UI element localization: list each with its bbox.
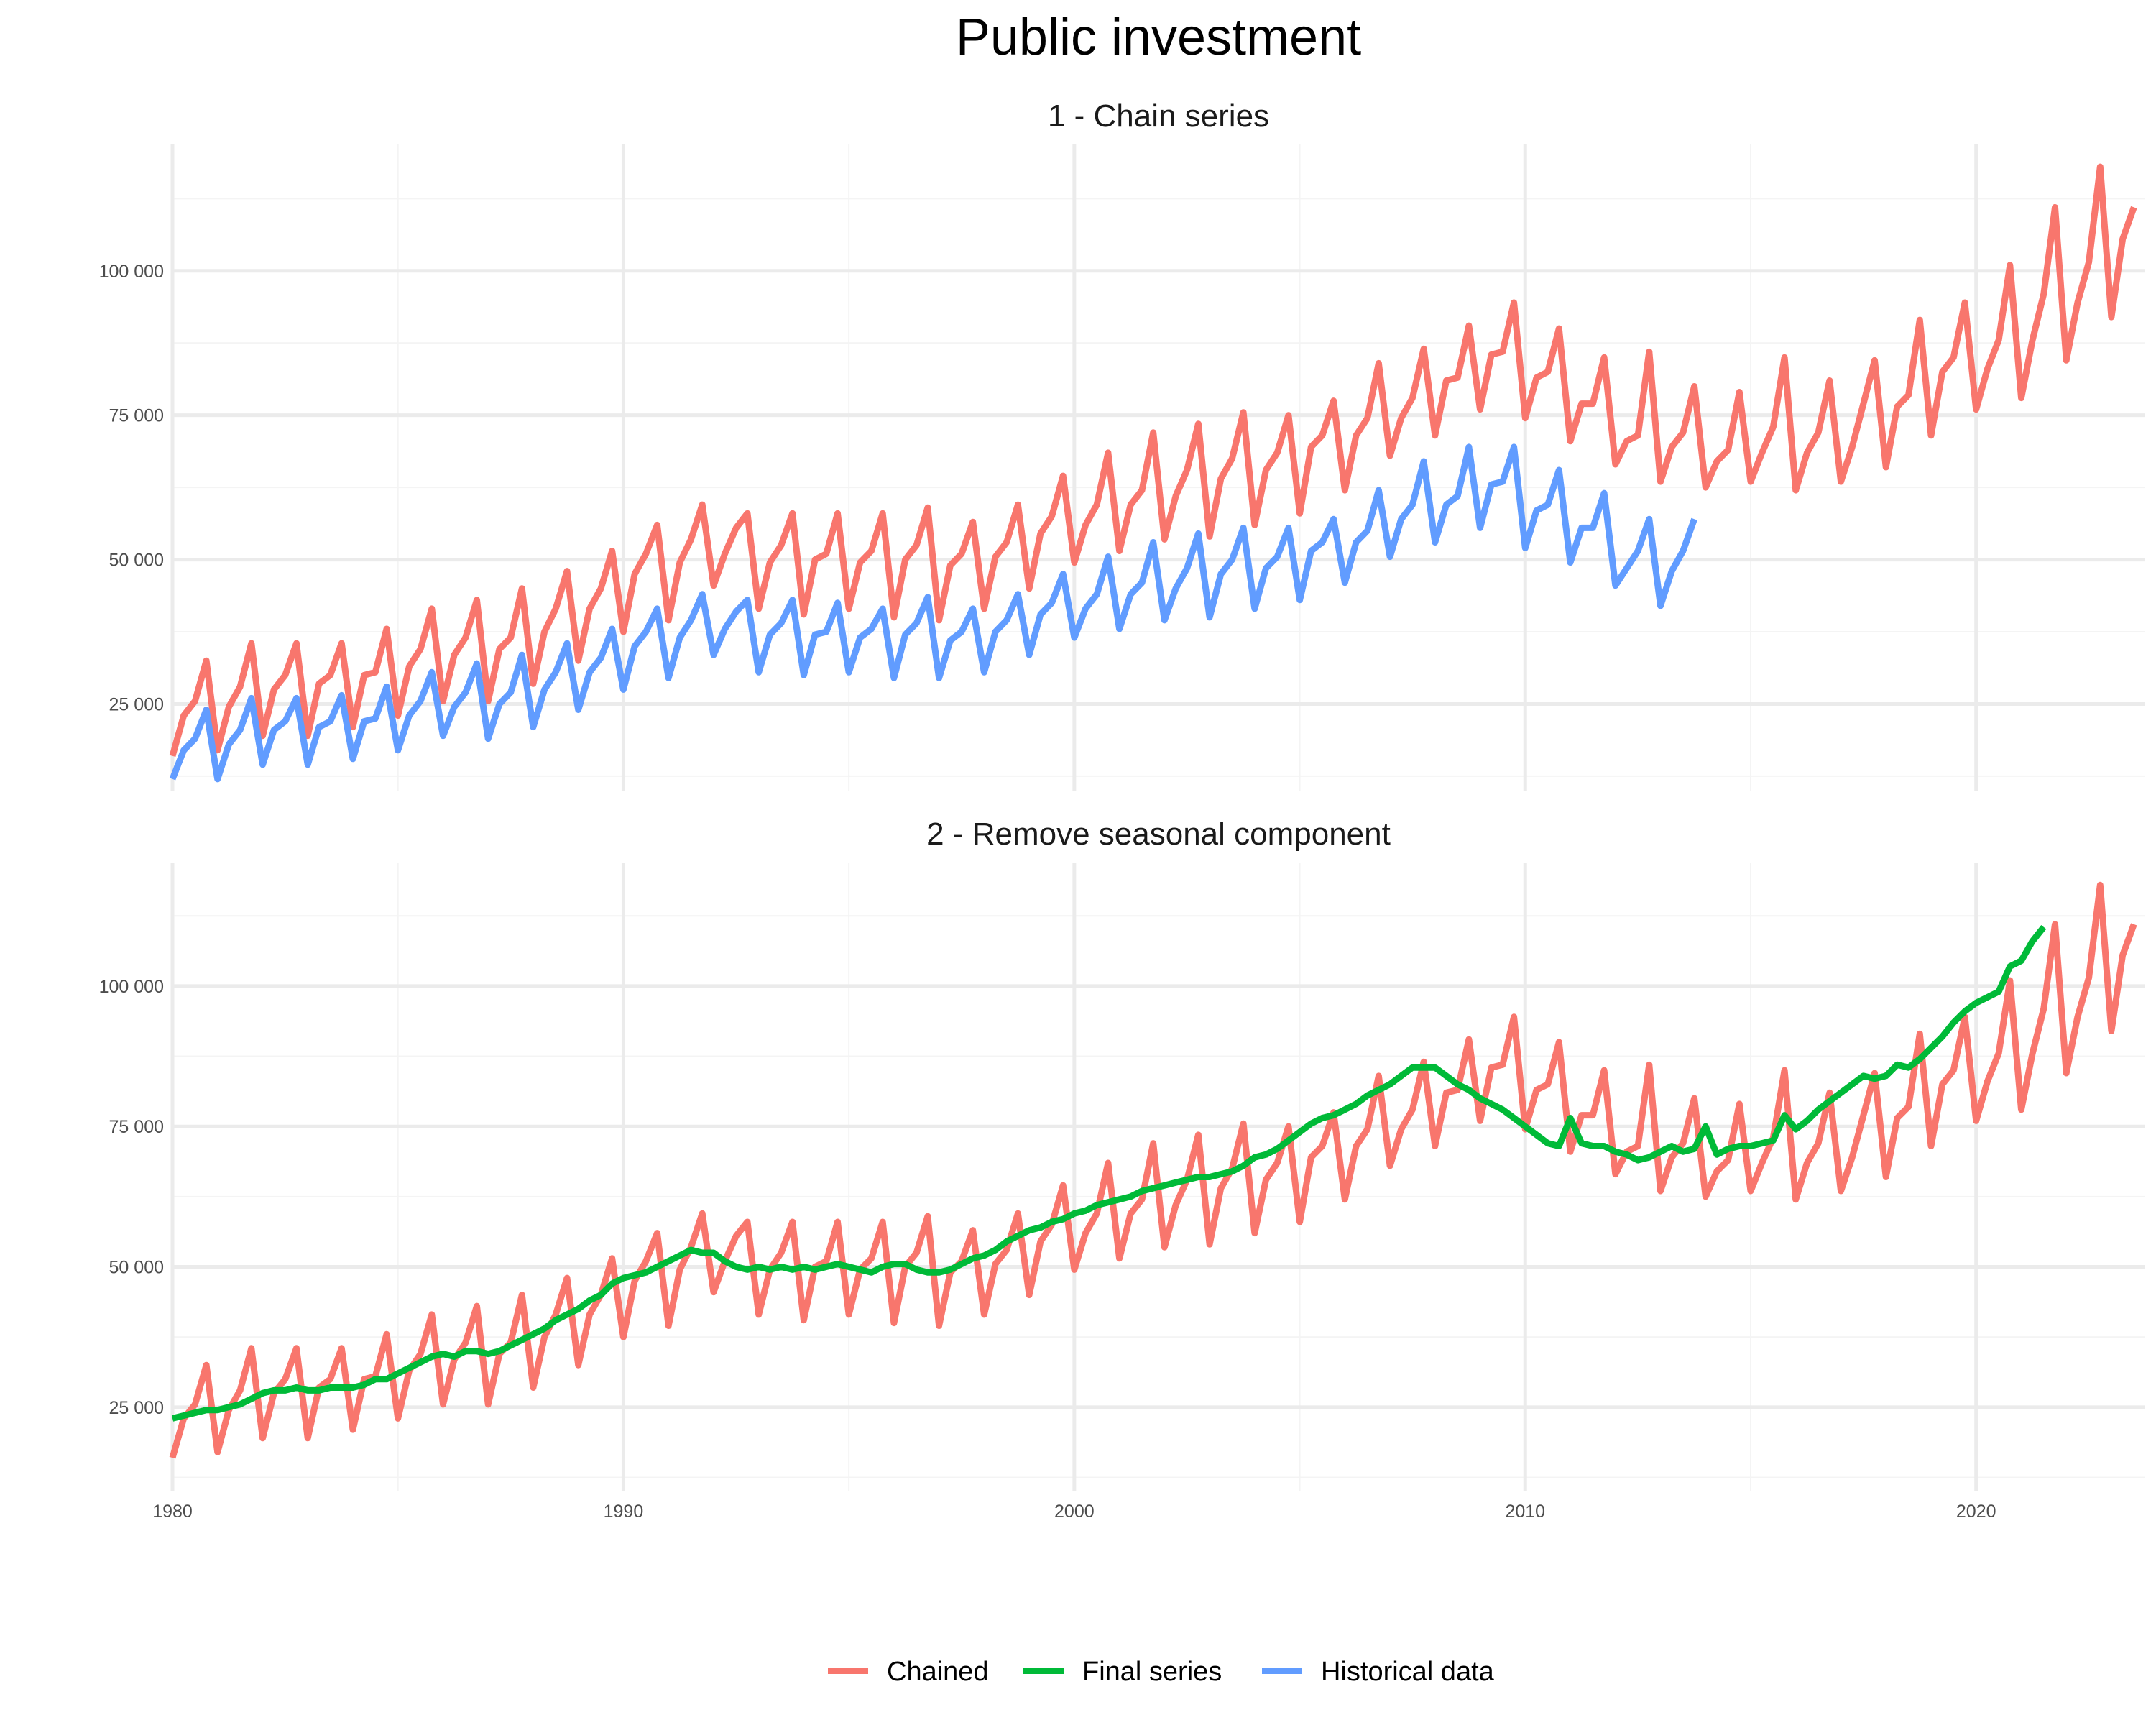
legend-label-final: Final series bbox=[1082, 1657, 1222, 1687]
y-tick-label: 50 000 bbox=[109, 1258, 164, 1278]
panel-1-grid: 25 000 50 000 75 000 100 000 bbox=[99, 144, 2145, 791]
y-tick-label: 50 000 bbox=[109, 551, 164, 571]
y-tick-label: 100 000 bbox=[99, 977, 164, 997]
x-tick-label: 2000 bbox=[1054, 1501, 1095, 1522]
panel-2-grid: 25 000 50 000 75 000 100 000 1980 1990 2000 201… bbox=[99, 862, 2145, 1522]
panel-1-series-historical-data bbox=[169, 443, 1697, 783]
panel-1-series-chained bbox=[169, 163, 2137, 758]
x-tick-label: 2020 bbox=[1956, 1501, 1996, 1522]
legend: Chained Final series Historical data bbox=[828, 1657, 1495, 1687]
panel-2-title: 2 - Remove seasonal component bbox=[926, 816, 1391, 852]
x-tick-label: 1990 bbox=[604, 1501, 644, 1522]
panel-chain-series: 25 000 50 000 75 000 100 000 bbox=[99, 144, 2145, 791]
y-tick-label: 100 000 bbox=[99, 262, 164, 282]
y-tick-label: 25 000 bbox=[109, 1398, 164, 1418]
y-tick-label: 75 000 bbox=[109, 406, 164, 426]
panel-2-series-final-series bbox=[171, 924, 2047, 1422]
panel-2-series-chained bbox=[169, 881, 2137, 1459]
y-tick-label: 75 000 bbox=[109, 1117, 164, 1137]
legend-label-historical: Historical data bbox=[1321, 1657, 1495, 1687]
legend-label-chained: Chained bbox=[887, 1657, 989, 1687]
panel-1-title: 1 - Chain series bbox=[1048, 98, 1269, 134]
y-tick-label: 25 000 bbox=[109, 694, 164, 714]
chart-title: Public investment bbox=[956, 9, 1361, 66]
x-tick-label: 1980 bbox=[152, 1501, 193, 1522]
panel-remove-seasonal: 25 000 50 000 75 000 100 000 1980 1990 2000 201… bbox=[99, 862, 2145, 1522]
x-tick-label: 2010 bbox=[1505, 1501, 1545, 1522]
